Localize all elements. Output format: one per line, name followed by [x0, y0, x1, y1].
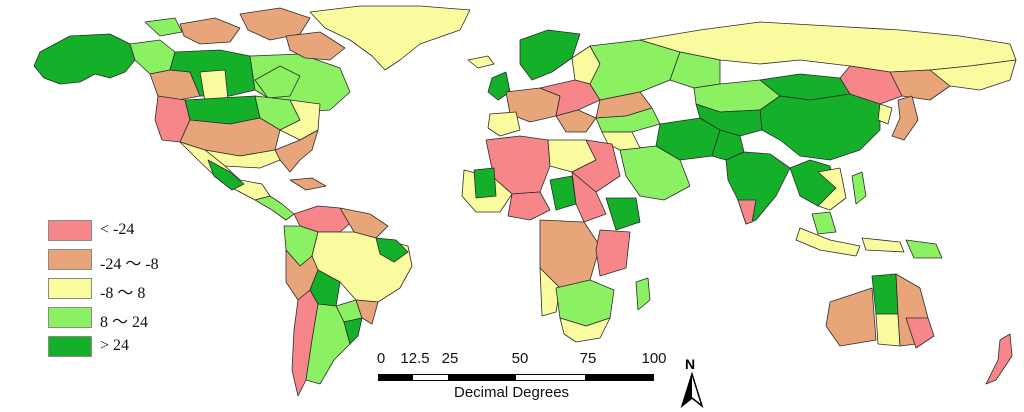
legend-item-5: > 24 [48, 334, 238, 363]
north-arrow-label: N [685, 356, 696, 372]
south-africa [559, 317, 611, 343]
scale-units-label: Decimal Degrees [454, 384, 570, 401]
mexico-central [207, 159, 245, 191]
niger-region [507, 191, 551, 221]
north-arrow: N [680, 356, 704, 408]
legend-swatch-3 [48, 278, 92, 299]
australia-southeast [905, 317, 935, 349]
legend-label-3: -8 ～ 8 [100, 285, 146, 302]
legend-label-5: > 24 [100, 337, 130, 354]
legend-label-2: -24 ～ -8 [100, 256, 159, 273]
uk [487, 71, 511, 101]
papua-new-guinea [905, 239, 943, 259]
scale-tick-0: 0 [376, 350, 386, 367]
argentina [305, 303, 351, 385]
legend-label-1: < -24 [100, 221, 135, 238]
greenland [309, 5, 471, 71]
scale-bar-graphic [378, 374, 654, 381]
philippines [851, 171, 867, 205]
australia-central [875, 313, 901, 347]
iceland [467, 55, 495, 69]
sudan-region [571, 171, 607, 223]
usa-north [184, 95, 261, 125]
scale-tick-75: 75 [579, 350, 597, 367]
china [759, 93, 881, 161]
legend-swatch-2 [48, 249, 92, 270]
arctic-islands-1 [179, 17, 241, 45]
brazil-east [375, 237, 409, 263]
north-arrow-icon [680, 372, 704, 408]
legend-label-4: 8 ～ 24 [100, 314, 149, 331]
scale-segment-4 [516, 375, 585, 380]
scandinavia [519, 29, 581, 81]
korea [877, 103, 893, 125]
hudson-bay-shores [254, 65, 301, 99]
angola-region [539, 267, 561, 317]
malaysia [811, 211, 837, 235]
india [725, 151, 791, 225]
legend-item-4: 8 ～ 24 [48, 305, 238, 334]
central-asia [695, 103, 763, 137]
sa-northeast [339, 207, 389, 239]
legend-swatch-1 [48, 220, 92, 241]
scale-tick-25: 25 [441, 350, 459, 367]
legend-item-3: -8 ～ 8 [48, 276, 238, 305]
caribbean [289, 177, 327, 191]
scale-segment-5 [584, 375, 653, 380]
legend-swatch-5 [48, 336, 92, 357]
map-legend: < -24 -24 ～ -8 -8 ～ 8 8 ～ 24 > 24 [48, 218, 238, 363]
yukon-region [129, 39, 176, 75]
russia-west [589, 39, 681, 101]
arabia [619, 145, 691, 201]
india-south [737, 199, 757, 225]
new-zealand [985, 333, 1013, 385]
arctic-islands-4 [144, 17, 183, 37]
scale-tick-50: 50 [511, 350, 529, 367]
balkans [555, 109, 597, 133]
ethiopia [605, 197, 641, 231]
central-america [254, 195, 295, 221]
legend-item-2: -24 ～ -8 [48, 247, 238, 276]
scale-tick-100: 100 [641, 350, 667, 367]
central-europe [539, 79, 601, 117]
mali-region [473, 167, 497, 199]
legend-item-1: < -24 [48, 218, 238, 247]
arctic-islands-3 [285, 31, 346, 61]
australia-north [871, 273, 899, 315]
scale-bar: 0 12.5 25 50 75 100 Decimal Degrees [370, 350, 670, 410]
japan [891, 95, 919, 141]
legend-swatch-4 [48, 307, 92, 328]
scale-segment-2 [413, 375, 448, 380]
east-africa [595, 229, 631, 277]
usa-southeast [274, 129, 319, 173]
australia-west [825, 287, 877, 347]
indochina [817, 167, 847, 211]
iberia [487, 111, 521, 137]
indonesia-west [795, 227, 861, 257]
scale-tick-12.5: 12.5 [400, 350, 430, 367]
uruguay [343, 317, 363, 345]
canada-prairie [199, 69, 229, 103]
madagascar [635, 277, 651, 311]
chad-region [549, 175, 577, 211]
russia-far-east [929, 59, 1017, 91]
brazil-south [355, 299, 379, 325]
indonesia-east [861, 237, 905, 253]
scale-segment-3 [447, 375, 516, 380]
scale-segment-1 [379, 375, 414, 380]
alaska-region [33, 33, 136, 85]
